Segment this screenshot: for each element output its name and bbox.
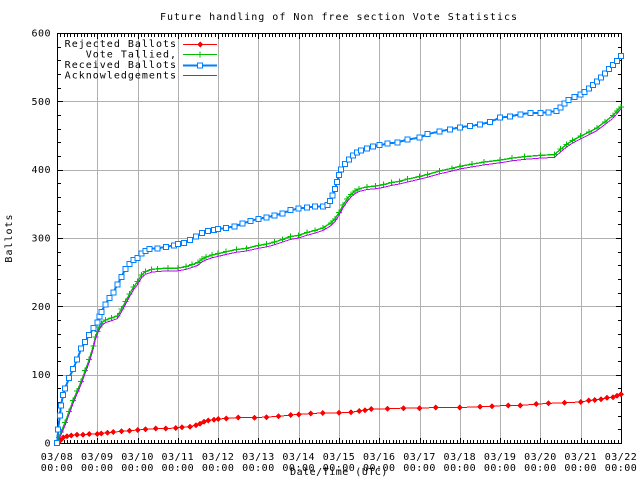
x-axis-label: Date/Time (UTC) xyxy=(290,467,388,478)
svg-text:00:00: 00:00 xyxy=(484,463,517,474)
svg-text:03/09: 03/09 xyxy=(81,452,114,463)
svg-text:Rejected Ballots: Rejected Ballots xyxy=(65,39,177,50)
legend-entry-rejected-ballots: Rejected Ballots xyxy=(65,39,217,50)
svg-text:00:00: 00:00 xyxy=(242,463,275,474)
series-vote-tallied xyxy=(54,103,624,446)
svg-text:00:00: 00:00 xyxy=(403,463,436,474)
svg-text:Vote Tallied,: Vote Tallied, xyxy=(86,50,177,61)
svg-text:200: 200 xyxy=(31,302,51,313)
x-axis-tick-labels: 03/0800:0003/0900:0003/1000:0003/1100:00… xyxy=(41,452,638,474)
svg-text:03/13: 03/13 xyxy=(242,452,275,463)
svg-text:03/16: 03/16 xyxy=(363,452,396,463)
svg-text:00:00: 00:00 xyxy=(323,463,356,474)
svg-text:Received Ballots: Received Ballots xyxy=(65,60,177,71)
y-axis-tick-labels: 0 100 200 300 400 500 600 xyxy=(31,29,51,450)
svg-text:00:00: 00:00 xyxy=(444,463,477,474)
svg-text:03/11: 03/11 xyxy=(162,452,195,463)
svg-text:600: 600 xyxy=(31,29,51,40)
legend-entry-vote-tallied: Vote Tallied, xyxy=(86,50,217,61)
svg-text:00:00: 00:00 xyxy=(605,463,638,474)
plot-border xyxy=(57,33,622,444)
legend-entry-acknowledgements: Acknowledgements xyxy=(65,71,217,82)
svg-text:03/15: 03/15 xyxy=(323,452,356,463)
svg-text:400: 400 xyxy=(31,165,51,176)
series-rejected-ballots xyxy=(54,391,624,446)
svg-text:03/10: 03/10 xyxy=(121,452,154,463)
svg-text:03/08: 03/08 xyxy=(41,452,74,463)
svg-text:00:00: 00:00 xyxy=(121,463,154,474)
svg-text:03/21: 03/21 xyxy=(564,452,597,463)
svg-text:03/20: 03/20 xyxy=(524,452,557,463)
svg-text:00:00: 00:00 xyxy=(81,463,114,474)
svg-text:03/18: 03/18 xyxy=(444,452,477,463)
svg-text:03/12: 03/12 xyxy=(202,452,235,463)
svg-text:00:00: 00:00 xyxy=(202,463,235,474)
svg-text:300: 300 xyxy=(31,234,51,245)
series-acknowledgements xyxy=(56,108,622,444)
grid xyxy=(57,33,621,443)
svg-text:00:00: 00:00 xyxy=(41,463,74,474)
svg-text:100: 100 xyxy=(31,370,51,381)
y-axis-label: Ballots xyxy=(4,213,15,262)
svg-text:03/19: 03/19 xyxy=(484,452,517,463)
svg-text:Acknowledgements: Acknowledgements xyxy=(65,71,177,82)
svg-text:00:00: 00:00 xyxy=(363,463,396,474)
chart-title: Future handling of Non free section Vote… xyxy=(160,12,518,23)
svg-text:0: 0 xyxy=(44,439,51,450)
series-received-ballots xyxy=(54,53,624,446)
svg-text:500: 500 xyxy=(31,97,51,108)
svg-text:03/17: 03/17 xyxy=(403,452,436,463)
svg-text:00:00: 00:00 xyxy=(524,463,557,474)
svg-text:03/22: 03/22 xyxy=(605,452,638,463)
svg-text:03/14: 03/14 xyxy=(282,452,315,463)
svg-text:00:00: 00:00 xyxy=(282,463,315,474)
svg-text:00:00: 00:00 xyxy=(564,463,597,474)
svg-text:00:00: 00:00 xyxy=(162,463,195,474)
legend-entry-received-ballots: Received Ballots xyxy=(65,60,217,71)
